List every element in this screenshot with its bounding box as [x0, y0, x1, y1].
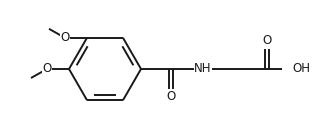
Text: O: O [60, 31, 70, 44]
Text: O: O [262, 34, 272, 47]
Text: O: O [166, 91, 175, 104]
Text: NH: NH [194, 63, 212, 75]
Text: OH: OH [292, 63, 310, 75]
Text: O: O [42, 63, 52, 75]
